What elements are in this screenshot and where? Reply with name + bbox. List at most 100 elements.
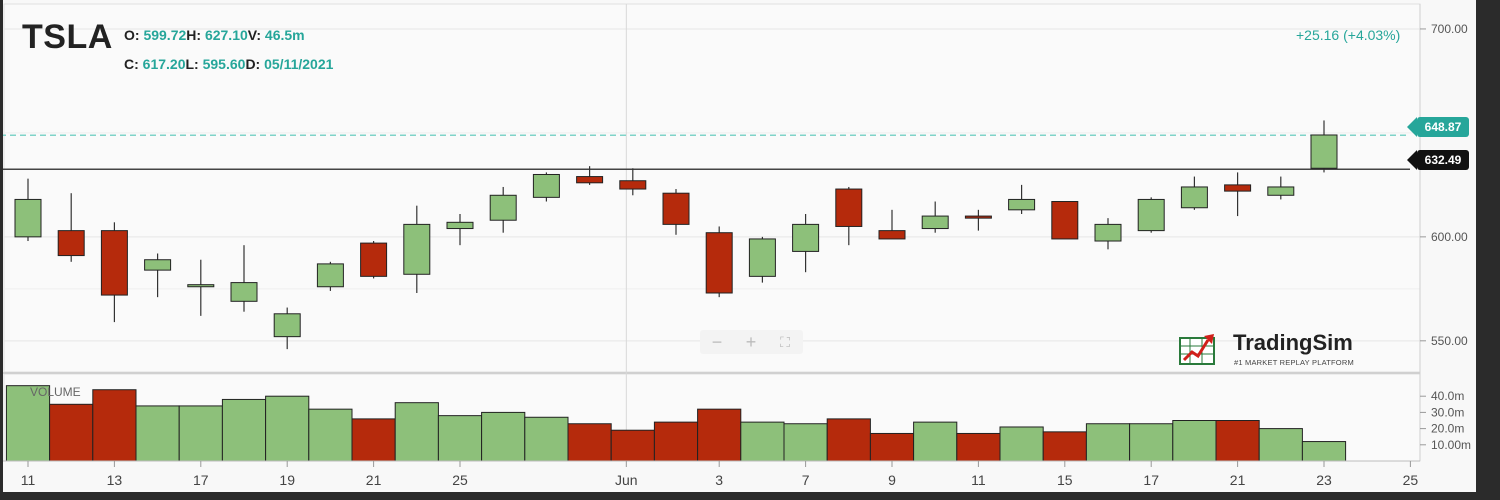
time-tick-label: 17 [193, 472, 209, 488]
candle-body [835, 188, 863, 227]
candle [1137, 197, 1165, 233]
candle-body [1094, 223, 1122, 242]
candle [662, 189, 690, 235]
candle-body [619, 180, 647, 190]
candle-body [1310, 134, 1338, 169]
time-tick-label: 7 [802, 472, 810, 488]
price-tick-label: 550.00 [1431, 334, 1468, 348]
price-change: +25.16 (+4.03%) [1296, 27, 1401, 43]
volume-bar [1129, 423, 1174, 462]
candle [1051, 201, 1079, 240]
candle [57, 193, 85, 262]
volume-bar [135, 405, 180, 462]
candle-body [316, 263, 344, 288]
current-price-tag-arrow [1407, 117, 1417, 137]
volume-bar [524, 416, 569, 462]
volume-bar [92, 389, 137, 462]
candle-body [705, 232, 733, 294]
fit-screen-button[interactable]: ⛶ [780, 334, 790, 350]
candle [1310, 120, 1338, 173]
candle-body [748, 238, 776, 277]
candle-body [403, 223, 431, 275]
volume-bar [481, 411, 526, 462]
candle [964, 209, 992, 231]
candle [792, 213, 820, 273]
time-tick-label: Jun [615, 472, 638, 488]
right-border [1476, 0, 1500, 500]
ohlc-row-1: O: 599.72H: 627.10V: 46.5m [124, 27, 305, 43]
volume-tick-label: 40.0m [1431, 389, 1464, 403]
time-tick-label: 17 [1143, 472, 1159, 488]
tradingsim-logo: TradingSim #1 MARKET REPLAY PLATFORM [1178, 330, 1368, 370]
price-tick-label: 600.00 [1431, 230, 1468, 244]
candle [835, 186, 863, 246]
time-tick-label: 11 [971, 472, 986, 488]
volume-bar [5, 385, 51, 462]
candle-body [360, 242, 388, 277]
candle-body [446, 221, 474, 230]
time-tick-label: 21 [1230, 472, 1246, 488]
time-tick-label: 11 [21, 472, 36, 488]
candle [1008, 184, 1036, 214]
candle-body [662, 192, 690, 225]
price-tick-label: 700.00 [1431, 22, 1468, 36]
candle-body [1224, 184, 1252, 192]
volume-bar [610, 429, 655, 462]
time-tick-label: 3 [715, 472, 723, 488]
candle-body [489, 194, 517, 221]
time-tick-label: 9 [888, 472, 896, 488]
time-tick-label: 21 [366, 472, 382, 488]
candle [446, 213, 474, 246]
candle-body [576, 176, 604, 184]
candle-body [964, 215, 992, 219]
volume-bar [1215, 420, 1260, 462]
candle [921, 201, 949, 233]
volume-bar [351, 418, 396, 462]
volume-bar [869, 432, 915, 462]
volume-tick-label: 30.0m [1431, 405, 1464, 419]
candle-body [1137, 198, 1165, 232]
volume-bar [826, 418, 871, 462]
candle [705, 226, 733, 298]
volume-bar [1085, 423, 1131, 462]
volume-bar [437, 415, 483, 462]
volume-bar [308, 408, 353, 462]
candle [230, 245, 258, 312]
candle [1094, 218, 1122, 250]
candle [532, 172, 560, 202]
candle-body [878, 230, 906, 240]
candle [1224, 172, 1252, 217]
high-value: 627.10 [204, 27, 248, 43]
volume-bar [740, 421, 785, 462]
volume-bar [913, 421, 958, 462]
candle [100, 222, 128, 323]
volume-bar [783, 423, 828, 462]
volume-bar [697, 408, 742, 462]
candle [748, 236, 776, 283]
candle [878, 209, 906, 240]
volume-pane-label: VOLUME [30, 385, 81, 399]
candle [1180, 176, 1208, 210]
candle [144, 253, 172, 298]
close-value: 617.20 [142, 56, 186, 72]
candle-body [144, 259, 172, 271]
trading-chart-icon [1179, 334, 1215, 365]
candle [403, 205, 431, 293]
candle-body [1008, 198, 1036, 211]
zoom-controls: − + ⛶ [700, 330, 803, 354]
zoom-in-button[interactable]: + [745, 332, 757, 352]
time-tick-label: 19 [279, 472, 295, 488]
volume-tick-label: 20.0m [1431, 422, 1464, 436]
candle [1267, 176, 1295, 200]
date-label: D: [245, 56, 261, 72]
zoom-out-button[interactable]: − [711, 332, 723, 352]
volume-bar [394, 402, 439, 462]
open-label: O: [124, 27, 140, 43]
candle [619, 168, 647, 196]
last-price-tag: 632.49 [1417, 150, 1469, 170]
time-tick-label: 25 [1403, 472, 1419, 488]
volume-bar [265, 395, 310, 462]
candle [14, 178, 42, 242]
